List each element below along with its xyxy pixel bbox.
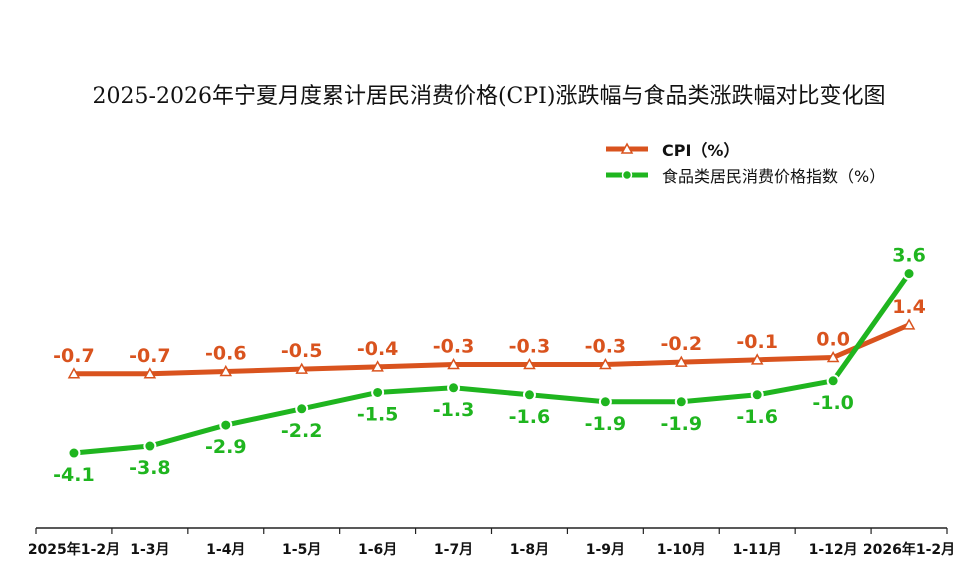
series-line-cpi — [71, 322, 912, 377]
data-label-cpi: 1.4 — [892, 296, 926, 318]
data-label-cpi: -0.1 — [736, 331, 778, 353]
data-point-cpi — [67, 367, 81, 379]
data-point-cpi — [371, 360, 384, 372]
data-label-food: -2.9 — [205, 436, 247, 458]
x-tick-label: 1-7月 — [434, 542, 473, 558]
data-label-food: -1.3 — [433, 399, 475, 421]
data-point-food — [447, 381, 461, 395]
legend-item-cpi: CPI（%） — [604, 136, 885, 162]
data-point-cpi — [902, 318, 916, 330]
data-label-cpi: -0.3 — [585, 335, 627, 357]
data-label-cpi: -0.7 — [129, 345, 171, 367]
data-point-cpi — [447, 357, 460, 370]
data-label-cpi: 0.0 — [816, 329, 850, 351]
data-point-cpi — [599, 357, 612, 370]
data-point-food — [143, 439, 157, 453]
x-tick-label: 2026年1-2月 — [863, 541, 955, 558]
data-label-food: -2.2 — [281, 420, 323, 442]
data-point-food — [674, 395, 688, 409]
data-label-cpi: -0.4 — [357, 338, 399, 360]
data-point-food — [67, 446, 81, 460]
data-point-food — [219, 418, 233, 432]
data-label-food: -1.6 — [509, 406, 551, 428]
data-point-food — [295, 402, 309, 416]
legend: CPI（%） 食品类居民消费价格指数（%） — [604, 136, 885, 188]
legend-label-food: 食品类居民消费价格指数（%） — [662, 167, 886, 186]
data-point-food — [522, 388, 536, 402]
data-point-cpi — [523, 357, 536, 370]
data-point-cpi — [219, 364, 233, 377]
legend-marker-cpi — [606, 142, 648, 154]
data-point-cpi — [295, 362, 308, 374]
x-tick-label: 1-5月 — [282, 542, 321, 558]
data-label-food: -4.1 — [53, 464, 95, 486]
x-tick-label: 1-6月 — [358, 542, 397, 558]
data-label-food: -1.6 — [736, 406, 778, 428]
data-label-food: -1.9 — [661, 413, 703, 435]
data-label-cpi: -0.3 — [433, 335, 475, 357]
data-label-food: -1.0 — [812, 392, 854, 414]
x-tick-label: 1-8月 — [510, 542, 549, 558]
data-label-cpi: -0.7 — [53, 345, 95, 367]
x-tick-label: 1-3月 — [130, 542, 169, 558]
data-label-cpi: -0.3 — [509, 335, 551, 357]
x-tick-label: 1-11月 — [733, 542, 782, 558]
x-tick-label: 1-12月 — [809, 542, 858, 558]
data-label-cpi: -0.5 — [281, 340, 323, 362]
data-point-food — [902, 267, 916, 281]
data-point-cpi — [675, 355, 688, 367]
data-label-food: -1.9 — [585, 413, 627, 435]
legend-item-food: 食品类居民消费价格指数（%） — [604, 162, 885, 188]
data-label-food: 3.6 — [892, 245, 926, 267]
data-point-food — [371, 385, 385, 399]
data-label-food: -3.8 — [129, 457, 171, 479]
data-point-cpi — [826, 350, 840, 363]
legend-label-cpi: CPI（%） — [662, 141, 740, 160]
data-label-cpi: -0.2 — [661, 333, 703, 355]
data-point-food — [826, 374, 840, 388]
data-label-food: -1.5 — [357, 403, 399, 425]
x-tick-label: 2025年1-2月 — [28, 541, 120, 558]
data-point-cpi — [750, 353, 764, 365]
series-line-food — [71, 271, 912, 456]
legend-marker-food — [606, 169, 648, 181]
x-tick-label: 1-9月 — [586, 542, 625, 558]
chart-title: 2025-2026年宁夏月度累计居民消费价格(CPI)涨跌幅与食品类涨跌幅对比变… — [92, 84, 886, 109]
data-point-food — [750, 388, 764, 402]
data-label-cpi: -0.6 — [205, 342, 247, 364]
data-point-food — [598, 395, 612, 409]
x-tick-label: 1-4月 — [206, 542, 245, 558]
data-point-cpi — [143, 367, 157, 379]
x-tick-label: 1-10月 — [657, 542, 706, 558]
